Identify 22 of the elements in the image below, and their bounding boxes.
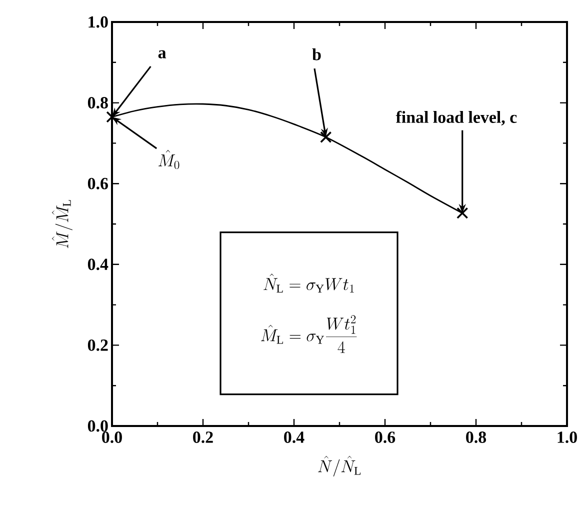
annotation: final load level, c bbox=[396, 110, 517, 126]
annotation: $\hat{N}_{\mathrm{L}} = \sigma_{\mathrm{Y}} W t_{1}$ bbox=[264, 274, 354, 293]
point bbox=[456, 207, 468, 219]
y-tick-label: 0.0 bbox=[88, 420, 108, 432]
y-tick-label: 0.4 bbox=[88, 258, 108, 270]
x-tick-label: 0.4 bbox=[284, 432, 304, 444]
x-tick-label: 0.6 bbox=[375, 432, 396, 444]
x-tick-label: 0.8 bbox=[466, 432, 486, 444]
x-tick-label: 1.0 bbox=[558, 432, 577, 444]
point bbox=[320, 131, 332, 143]
x-tick-label: 0.0 bbox=[102, 432, 122, 444]
y-tick-label: 0.8 bbox=[88, 97, 108, 109]
annotation: $\hat{M}_{0}$ bbox=[158, 150, 180, 170]
y-tick-label: 1.0 bbox=[88, 16, 108, 28]
y-tick-label: 0.6 bbox=[88, 178, 108, 190]
y-axis-title: $\hat{M}/\hat{M}_{\mathrm{L}}$ bbox=[52, 200, 72, 248]
x-tick-label: 0.2 bbox=[193, 432, 213, 444]
y-tick-label: 0.2 bbox=[88, 339, 108, 351]
annotation: $\hat{M}_{\mathrm{L}} = \sigma_{\mathrm{Y}} \frac{W t_{1}^{2}}{4}$ bbox=[260, 315, 357, 353]
annotation: a bbox=[158, 50, 166, 58]
annotation: b bbox=[312, 48, 321, 60]
x-axis-title: $\hat{N}/\hat{N}_{\mathrm{L}}$ bbox=[318, 456, 361, 476]
